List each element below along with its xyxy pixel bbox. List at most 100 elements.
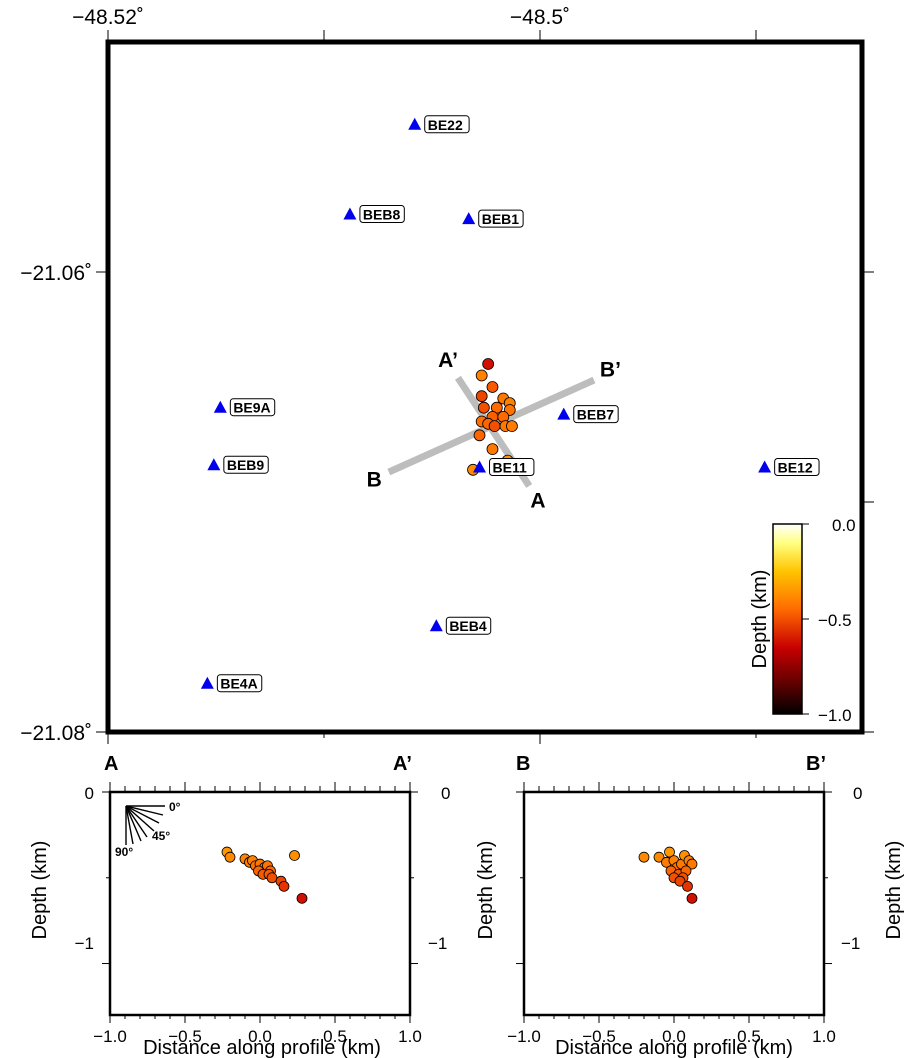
section-a-ytick-label-right: 0 [441,784,450,803]
event-point [486,381,499,393]
station-label: BEB7 [577,407,615,423]
section-a-xtick-label: −1.0 [93,1027,127,1046]
station-label-box [216,674,263,693]
station-label-box [489,458,535,476]
profile-start-label: B [367,469,382,492]
station-label: BEB1 [482,211,520,227]
depth-colorbar: 0.0 −0.5 −1.0 Depth (km) [749,516,856,725]
station-triangle-icon [473,460,487,473]
section-b-ylabel: Depth (km) [475,841,497,940]
section-event-point [278,880,290,892]
section-a-xlabel: Distance along profile (km) [143,1037,381,1058]
station-triangle-icon [408,117,422,130]
section-event-point [674,875,686,887]
section-a-xtick-label: 0.0 [248,1027,272,1046]
profile-end-label: A’ [438,349,458,372]
event-point [486,443,499,456]
section-a-end-label: A’ [393,753,412,775]
section-event-point [686,858,698,870]
section-b-xtick-label: 0.5 [737,1027,761,1046]
section-a-xtick-label: 0.5 [323,1027,347,1046]
seismic-stations: BE22 BEB8 BEB1 BE9A BEB7 BEB9 BE11 BE12 BEB4 BE4A [200,115,820,693]
station-label-box [478,209,524,228]
section-event-point [224,851,236,863]
station-label-box [424,115,470,134]
station-triangle-icon [213,400,227,413]
section-event-point [266,872,278,884]
station-label: BE22 [428,117,463,133]
station-label-box [445,616,492,635]
dip-label: 45° [152,829,170,843]
section-b-xtick-label: −1.0 [507,1027,541,1046]
section-b-start-label: B [516,753,530,775]
station-label-box [573,405,619,424]
section-event-point [289,850,300,861]
section-event-point [682,880,693,892]
station-label-box [229,398,276,417]
section-a-events [221,846,308,904]
map-frame [105,39,865,735]
colorbar-tick-label: 0.0 [832,516,856,535]
section-b-ytick-label-right: −1 [841,934,860,953]
profile-end-label: B’ [600,359,621,382]
event-point [475,369,488,382]
station-triangle-icon [207,458,221,471]
event-point [477,401,490,414]
section-event-point [686,892,698,904]
section-b-minor-ticks [516,782,832,1023]
section-a-start-label: A [104,753,118,775]
map-panel: −48.52˚ −48.5˚ −21.06˚ −21.08˚ A A’ B B’ BE… [20,6,874,745]
section-b-events [638,846,698,904]
event-point [506,420,518,433]
section-a-minor-ticks [102,782,418,1023]
station-label: BE11 [493,460,527,476]
map-ytick-label: −21.08˚ [20,722,92,745]
map-ticks [96,30,874,744]
section-a-xtick-label: 1.0 [398,1027,422,1046]
section-event-point [638,851,650,863]
station-triangle-icon [429,619,443,632]
colorbar-tick-label: −0.5 [818,611,852,630]
station-label: BE4A [220,676,257,692]
dip-fan [125,805,165,845]
station-label-box [359,205,405,223]
section-b-ytick-label-right: 0 [853,784,862,803]
station-triangle-icon [557,407,571,420]
section-b-xtick-label: −0.5 [582,1027,616,1046]
section-event-point [653,851,665,863]
event-point [488,420,501,433]
section-a-ytick-label: −1 [75,934,94,953]
station-label-box [223,455,269,474]
station-label: BEB4 [449,618,487,634]
profile-start-label: A [530,489,545,512]
section-a-xtick-label: −0.5 [168,1027,202,1046]
map-xtick-label: −48.52˚ [72,6,144,29]
earthquake-events [467,358,518,476]
dip-label: 0° [169,800,181,814]
section-b-ylabel-right: Depth (km) [883,841,905,940]
section-b-end-label: B’ [806,753,826,775]
section-a-ytick-label-right: −1 [428,934,447,953]
event-point [473,429,486,442]
station-triangle-icon [462,212,476,225]
section-b-xtick-label: 0.0 [662,1027,686,1046]
section-a-panel: A A’ 0° 45° 90° 0 −1 0 −1 −1.0 −0.5 0.0 … [29,753,450,1058]
section-a-ylabel: Depth (km) [29,841,51,940]
section-b-xlabel: Distance along profile (km) [555,1037,793,1058]
section-b-xtick-label: 1.0 [812,1027,836,1046]
section-b-frame [522,790,826,1017]
station-triangle-icon [343,207,357,220]
station-label-box [774,458,820,476]
section-event-point [296,892,308,904]
event-point [475,390,488,403]
section-b-panel: B B’ 0 −1 −1.0 −0.5 0.0 0.5 1.0 Distance… [475,753,905,1058]
station-triangle-icon [200,676,214,689]
section-a-frame [108,790,412,1017]
dip-label: 90° [115,845,133,859]
section-a-ytick-label: 0 [85,784,94,803]
section-event-point [664,846,675,858]
station-triangle-icon [758,460,772,473]
colorbar-gradient [772,523,803,715]
station-label: BEB8 [363,207,401,223]
